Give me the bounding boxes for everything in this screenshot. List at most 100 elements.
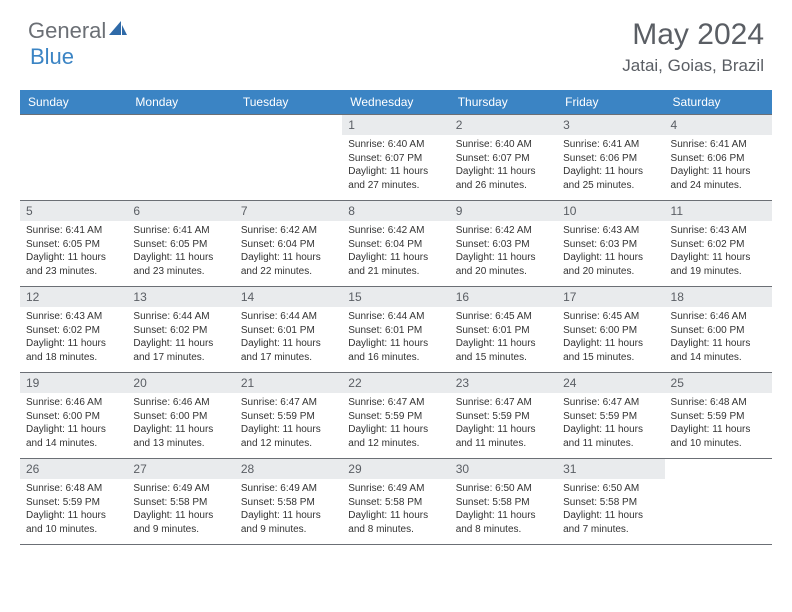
day-cell: 21Sunrise: 6:47 AMSunset: 5:59 PMDayligh…	[235, 373, 342, 459]
day-number: 28	[235, 459, 342, 479]
day-number: 26	[20, 459, 127, 479]
day-cell: 12Sunrise: 6:43 AMSunset: 6:02 PMDayligh…	[20, 287, 127, 373]
day-cell: 27Sunrise: 6:49 AMSunset: 5:58 PMDayligh…	[127, 459, 234, 545]
day-info: Sunrise: 6:40 AMSunset: 6:07 PMDaylight:…	[342, 135, 449, 196]
day-cell: 31Sunrise: 6:50 AMSunset: 5:58 PMDayligh…	[557, 459, 664, 545]
day-info: Sunrise: 6:47 AMSunset: 5:59 PMDaylight:…	[450, 393, 557, 454]
calendar-header: SundayMondayTuesdayWednesdayThursdayFrid…	[20, 90, 772, 115]
day-info: Sunrise: 6:49 AMSunset: 5:58 PMDaylight:…	[235, 479, 342, 540]
day-info: Sunrise: 6:41 AMSunset: 6:05 PMDaylight:…	[127, 221, 234, 282]
day-info: Sunrise: 6:48 AMSunset: 5:59 PMDaylight:…	[20, 479, 127, 540]
day-info: Sunrise: 6:46 AMSunset: 6:00 PMDaylight:…	[20, 393, 127, 454]
day-cell: 13Sunrise: 6:44 AMSunset: 6:02 PMDayligh…	[127, 287, 234, 373]
day-number: 18	[665, 287, 772, 307]
day-cell: 3Sunrise: 6:41 AMSunset: 6:06 PMDaylight…	[557, 115, 664, 201]
day-number: 27	[127, 459, 234, 479]
logo-text-general: General	[28, 18, 106, 44]
location: Jatai, Goias, Brazil	[622, 56, 764, 76]
weekday-monday: Monday	[127, 90, 234, 115]
day-number: 21	[235, 373, 342, 393]
day-cell: 7Sunrise: 6:42 AMSunset: 6:04 PMDaylight…	[235, 201, 342, 287]
day-number: 13	[127, 287, 234, 307]
title-block: May 2024 Jatai, Goias, Brazil	[622, 18, 764, 76]
day-info: Sunrise: 6:41 AMSunset: 6:05 PMDaylight:…	[20, 221, 127, 282]
day-cell: 6Sunrise: 6:41 AMSunset: 6:05 PMDaylight…	[127, 201, 234, 287]
day-cell: 26Sunrise: 6:48 AMSunset: 5:59 PMDayligh…	[20, 459, 127, 545]
day-info: Sunrise: 6:48 AMSunset: 5:59 PMDaylight:…	[665, 393, 772, 454]
day-cell: 14Sunrise: 6:44 AMSunset: 6:01 PMDayligh…	[235, 287, 342, 373]
day-cell: 1Sunrise: 6:40 AMSunset: 6:07 PMDaylight…	[342, 115, 449, 201]
day-number: 15	[342, 287, 449, 307]
day-info: Sunrise: 6:42 AMSunset: 6:03 PMDaylight:…	[450, 221, 557, 282]
day-number: 12	[20, 287, 127, 307]
day-info: Sunrise: 6:50 AMSunset: 5:58 PMDaylight:…	[557, 479, 664, 540]
day-number: 1	[342, 115, 449, 135]
day-number: 4	[665, 115, 772, 135]
day-cell: 22Sunrise: 6:47 AMSunset: 5:59 PMDayligh…	[342, 373, 449, 459]
day-cell: 24Sunrise: 6:47 AMSunset: 5:59 PMDayligh…	[557, 373, 664, 459]
day-cell: .	[235, 115, 342, 201]
day-info: Sunrise: 6:41 AMSunset: 6:06 PMDaylight:…	[557, 135, 664, 196]
day-info: Sunrise: 6:49 AMSunset: 5:58 PMDaylight:…	[127, 479, 234, 540]
sail-icon	[108, 18, 128, 44]
day-cell: 25Sunrise: 6:48 AMSunset: 5:59 PMDayligh…	[665, 373, 772, 459]
day-info: Sunrise: 6:41 AMSunset: 6:06 PMDaylight:…	[665, 135, 772, 196]
day-cell: .	[127, 115, 234, 201]
weekday-sunday: Sunday	[20, 90, 127, 115]
weekday-thursday: Thursday	[450, 90, 557, 115]
day-cell: 18Sunrise: 6:46 AMSunset: 6:00 PMDayligh…	[665, 287, 772, 373]
day-cell: 17Sunrise: 6:45 AMSunset: 6:00 PMDayligh…	[557, 287, 664, 373]
day-number: 31	[557, 459, 664, 479]
day-number: 23	[450, 373, 557, 393]
day-number: 25	[665, 373, 772, 393]
day-info: Sunrise: 6:47 AMSunset: 5:59 PMDaylight:…	[235, 393, 342, 454]
month-title: May 2024	[622, 18, 764, 52]
day-number: 9	[450, 201, 557, 221]
day-number: 7	[235, 201, 342, 221]
weekday-wednesday: Wednesday	[342, 90, 449, 115]
day-number: 16	[450, 287, 557, 307]
day-number: 3	[557, 115, 664, 135]
weekday-friday: Friday	[557, 90, 664, 115]
day-number: 29	[342, 459, 449, 479]
day-info: Sunrise: 6:45 AMSunset: 6:01 PMDaylight:…	[450, 307, 557, 368]
day-info: Sunrise: 6:46 AMSunset: 6:00 PMDaylight:…	[127, 393, 234, 454]
day-info: Sunrise: 6:43 AMSunset: 6:03 PMDaylight:…	[557, 221, 664, 282]
day-info: Sunrise: 6:50 AMSunset: 5:58 PMDaylight:…	[450, 479, 557, 540]
day-info: Sunrise: 6:46 AMSunset: 6:00 PMDaylight:…	[665, 307, 772, 368]
day-info: Sunrise: 6:44 AMSunset: 6:02 PMDaylight:…	[127, 307, 234, 368]
day-number: 17	[557, 287, 664, 307]
day-cell: 8Sunrise: 6:42 AMSunset: 6:04 PMDaylight…	[342, 201, 449, 287]
day-cell: 19Sunrise: 6:46 AMSunset: 6:00 PMDayligh…	[20, 373, 127, 459]
day-info: Sunrise: 6:43 AMSunset: 6:02 PMDaylight:…	[20, 307, 127, 368]
day-info: Sunrise: 6:47 AMSunset: 5:59 PMDaylight:…	[557, 393, 664, 454]
day-cell: 20Sunrise: 6:46 AMSunset: 6:00 PMDayligh…	[127, 373, 234, 459]
day-number: 30	[450, 459, 557, 479]
day-number: 20	[127, 373, 234, 393]
day-cell: 10Sunrise: 6:43 AMSunset: 6:03 PMDayligh…	[557, 201, 664, 287]
day-cell: .	[20, 115, 127, 201]
day-cell: 5Sunrise: 6:41 AMSunset: 6:05 PMDaylight…	[20, 201, 127, 287]
day-info: Sunrise: 6:47 AMSunset: 5:59 PMDaylight:…	[342, 393, 449, 454]
day-number: 8	[342, 201, 449, 221]
day-info: Sunrise: 6:44 AMSunset: 6:01 PMDaylight:…	[235, 307, 342, 368]
day-number: 14	[235, 287, 342, 307]
day-number: 19	[20, 373, 127, 393]
header: General May 2024 Jatai, Goias, Brazil	[0, 0, 792, 84]
day-cell: 16Sunrise: 6:45 AMSunset: 6:01 PMDayligh…	[450, 287, 557, 373]
day-info: Sunrise: 6:43 AMSunset: 6:02 PMDaylight:…	[665, 221, 772, 282]
day-cell: 4Sunrise: 6:41 AMSunset: 6:06 PMDaylight…	[665, 115, 772, 201]
day-number: 24	[557, 373, 664, 393]
day-info: Sunrise: 6:49 AMSunset: 5:58 PMDaylight:…	[342, 479, 449, 540]
calendar-body: ...1Sunrise: 6:40 AMSunset: 6:07 PMDayli…	[20, 115, 772, 545]
day-cell: 29Sunrise: 6:49 AMSunset: 5:58 PMDayligh…	[342, 459, 449, 545]
calendar-table: SundayMondayTuesdayWednesdayThursdayFrid…	[20, 90, 772, 545]
day-info: Sunrise: 6:45 AMSunset: 6:00 PMDaylight:…	[557, 307, 664, 368]
day-info: Sunrise: 6:40 AMSunset: 6:07 PMDaylight:…	[450, 135, 557, 196]
day-cell: 15Sunrise: 6:44 AMSunset: 6:01 PMDayligh…	[342, 287, 449, 373]
day-number: 10	[557, 201, 664, 221]
day-cell: 2Sunrise: 6:40 AMSunset: 6:07 PMDaylight…	[450, 115, 557, 201]
day-number: 6	[127, 201, 234, 221]
day-number: 22	[342, 373, 449, 393]
day-info: Sunrise: 6:42 AMSunset: 6:04 PMDaylight:…	[235, 221, 342, 282]
